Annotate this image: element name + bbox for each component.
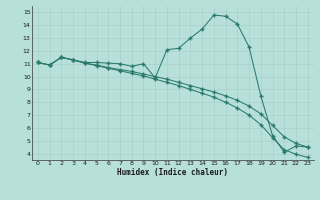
X-axis label: Humidex (Indice chaleur): Humidex (Indice chaleur) [117,168,228,177]
